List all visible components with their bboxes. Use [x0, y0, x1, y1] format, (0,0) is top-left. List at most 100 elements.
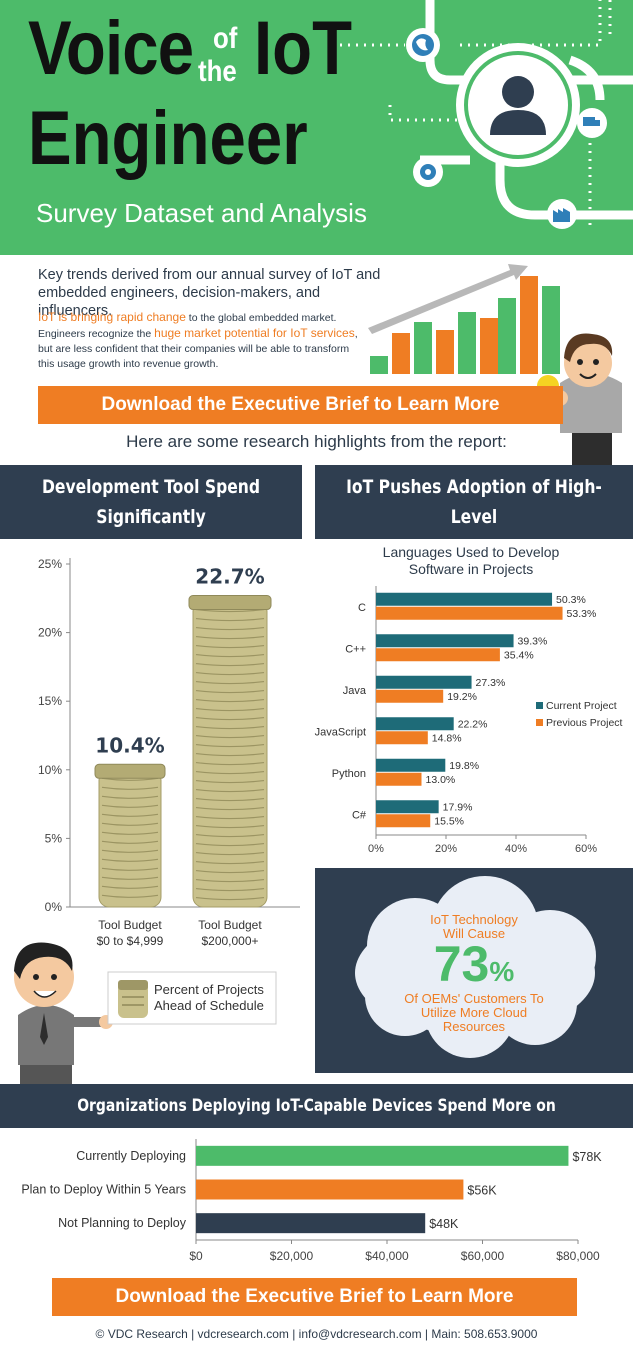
money-stack-line	[195, 707, 265, 712]
legend-line2: Ahead of Schedule	[154, 998, 264, 1013]
footer: © VDC Research | vdcresearch.com | info@…	[95, 1327, 538, 1341]
section-left-line1: Development Tool Spend Significantly	[41, 476, 261, 528]
intro-highlight-c: huge market potential for IoT services	[154, 326, 355, 340]
money-stack-line	[195, 770, 265, 775]
bar-value-label: 50.3%	[556, 594, 586, 606]
growth-illustration	[368, 264, 622, 468]
x-category-label: $0 to $4,999	[97, 934, 164, 948]
money-stack-line	[195, 851, 265, 856]
y-category-label: Plan to Deploy Within 5 Years	[21, 1183, 186, 1197]
bar-value-label: 53.3%	[567, 608, 597, 620]
y-category-label: Java	[343, 685, 367, 697]
language-bar	[376, 648, 500, 662]
bar-value-label: 27.3%	[476, 677, 506, 689]
legend-label: Previous Project	[546, 717, 623, 729]
money-stack-top	[94, 763, 166, 779]
money-stack-line	[195, 716, 265, 721]
section-right-line1: IoT Pushes Adoption of High-Level	[346, 476, 602, 528]
x-tick-label: $40,000	[365, 1249, 409, 1263]
cloud-line4: Utilize More Cloud	[420, 1005, 528, 1020]
cloud-stat-value: 73	[433, 936, 490, 992]
y-tick-label: 15%	[38, 694, 62, 708]
languages-chart-title: Languages Used to Develop Software in Pr…	[340, 544, 602, 578]
money-stack-line	[195, 761, 265, 766]
x-tick-label: $60,000	[461, 1249, 505, 1263]
y-category-label: JavaScript	[315, 726, 366, 738]
language-bar	[376, 634, 514, 648]
x-tick-label: 0%	[368, 843, 384, 855]
bar-value-label: 22.2%	[458, 718, 488, 730]
money-stack-line	[195, 815, 265, 820]
languages-chart: 0% 20% 40% 60% C 50.3% 53.3% C++ 39.3% 35.4% Java 2…	[315, 586, 623, 855]
money-stack-line	[195, 626, 265, 631]
money-stack-line	[195, 689, 265, 694]
money-stack-line	[101, 867, 159, 871]
money-stack-line	[195, 842, 265, 847]
language-bar	[376, 675, 472, 689]
y-category-label: Currently Deploying	[76, 1149, 186, 1163]
title-engineer: Engineer	[28, 96, 308, 181]
language-bar	[376, 592, 553, 606]
cloud-stat: 73%	[315, 938, 633, 1003]
legend-label: Current Project	[546, 700, 617, 712]
bar-value-label: 10.4%	[95, 733, 164, 757]
tooling-bar	[196, 1179, 464, 1200]
y-category-label: C#	[352, 809, 367, 821]
money-stack-line	[195, 698, 265, 703]
y-category-label: Python	[332, 768, 366, 780]
y-category-label: Not Planning to Deploy	[58, 1216, 187, 1230]
money-stack-line	[195, 752, 265, 757]
money-stack-line	[101, 876, 159, 880]
businessman-presenter-illustration	[14, 942, 277, 1090]
money-stack-line	[101, 804, 159, 808]
legend-line1: Percent of Projects	[154, 982, 264, 997]
money-stack-line	[195, 896, 265, 901]
money-stack-bar	[94, 763, 166, 908]
x-tick-label: 20%	[435, 843, 457, 855]
bar-value-label: $78K	[572, 1150, 602, 1164]
download-brief-button-bottom[interactable]: Download the Executive Brief to Learn Mo…	[52, 1278, 577, 1316]
money-stack-line	[101, 822, 159, 826]
download-brief-button-top[interactable]: Download the Executive Brief to Learn Mo…	[38, 386, 563, 424]
money-stack-line	[101, 849, 159, 853]
bar-value-label: 14.8%	[432, 732, 462, 744]
x-category-label: $200,000+	[201, 934, 258, 948]
cloud-panel: IoT Technology Will Cause 73% Of OEMs' C…	[315, 868, 633, 1073]
section-header-tool-spend: Development Tool Spend Significantly Qui…	[0, 465, 302, 558]
money-stack-line	[101, 786, 159, 790]
money-stack-body	[98, 769, 162, 908]
x-category-label: Tool Budget	[198, 918, 262, 932]
money-stack-line	[101, 840, 159, 844]
tooling-spend-chart: $0 $20,000 $40,000 $60,000 $80,000 Currently …	[21, 1139, 602, 1263]
title-of: of	[213, 22, 238, 55]
y-tick-label: 25%	[38, 557, 62, 571]
y-tick-label: 5%	[45, 831, 63, 845]
tool-budget-chart: 25% 20% 15% 10% 5% 0% 10.4% Tool Budget $0 to $4…	[38, 557, 300, 948]
title-voice: Voice	[28, 6, 194, 91]
cloud-line1: IoT Technology	[430, 912, 518, 927]
money-stack-line	[195, 797, 265, 802]
money-stack-line	[195, 806, 265, 811]
intro-lead: Key trends derived from our annual surve…	[38, 267, 381, 319]
x-tick-label: $0	[189, 1249, 203, 1263]
y-tick-label: 10%	[38, 763, 62, 777]
language-bar	[376, 814, 431, 828]
cloud-text-bottom: Of OEMs' Customers To Utilize More Cloud…	[315, 992, 633, 1034]
language-bar	[376, 772, 422, 786]
money-stack-line	[195, 635, 265, 640]
hero-banner: Voice of the IoT Engineer Survey Dataset…	[0, 0, 633, 255]
cloud-line2: Will Cause	[442, 926, 506, 941]
x-tick-label: $80,000	[556, 1249, 600, 1263]
cloud-stat-pct: %	[489, 956, 515, 987]
bar-value-label: 19.8%	[449, 760, 479, 772]
language-bar	[376, 758, 446, 772]
cloud-text-top: IoT Technology Will Cause	[315, 913, 633, 941]
bar-value-label: 19.2%	[447, 691, 477, 703]
bar-value-label: $48K	[429, 1217, 459, 1231]
money-stack-line	[195, 725, 265, 730]
money-stack-top	[188, 595, 272, 611]
money-stack-line	[195, 617, 265, 622]
x-tick-label: 60%	[575, 843, 597, 855]
bar-value-label: 39.3%	[518, 635, 548, 647]
section-left-line2: Quickens Time to Market	[41, 536, 261, 558]
